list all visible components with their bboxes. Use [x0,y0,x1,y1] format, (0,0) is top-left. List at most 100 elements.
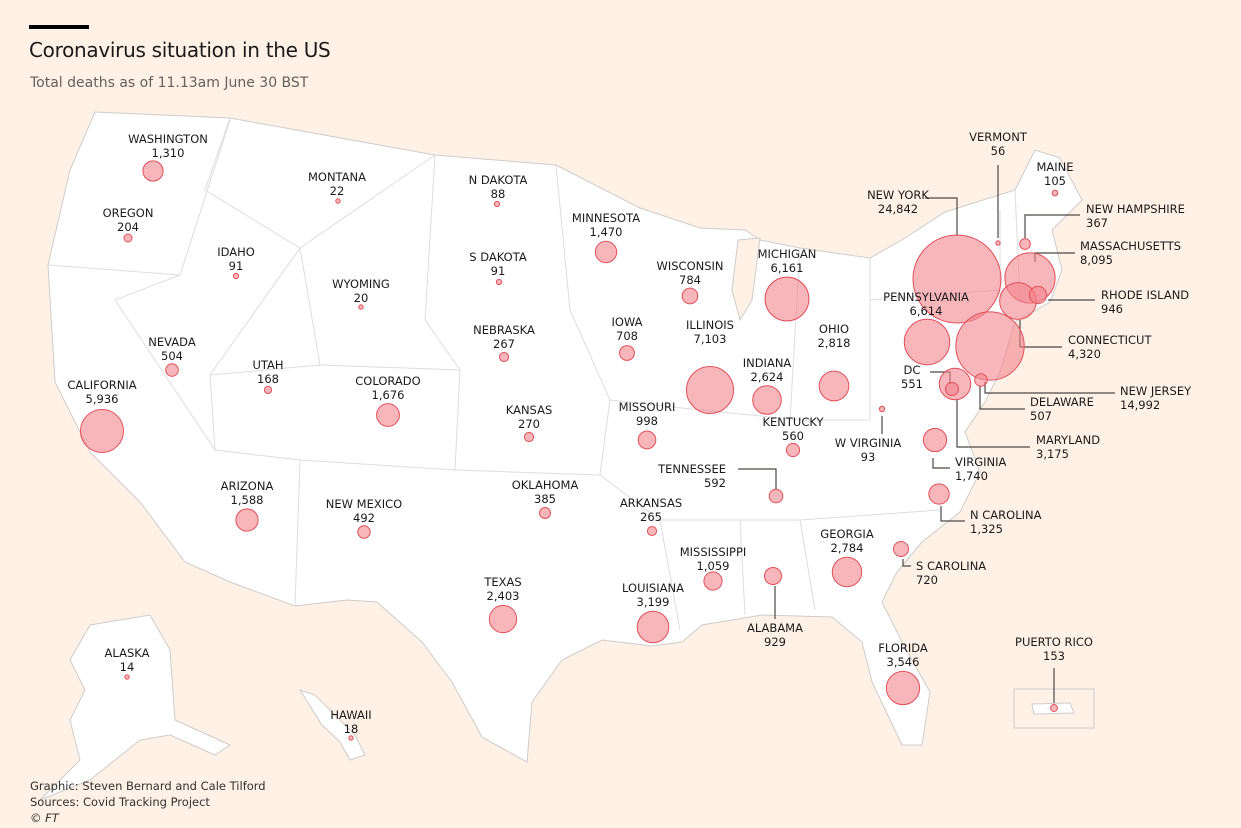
state-name: Wyoming [332,277,390,291]
bubble-sc[interactable] [893,541,909,557]
bubble-ms[interactable] [703,571,723,591]
state-name: S Carolina [916,559,987,573]
bubble-pr[interactable] [1050,704,1058,712]
footer-graphic-credit: Graphic: Steven Bernard and Cale Tilford [30,779,266,793]
bubble-ny[interactable] [912,234,1002,324]
state-label-pa: Pennsylvania 6,614 [883,290,969,318]
bubble-de[interactable] [974,373,988,387]
state-label-ok: Oklahoma 385 [512,478,579,506]
state-label-ct: Connecticut 4,320 [1068,333,1151,361]
bubble-tx[interactable] [488,604,518,634]
bubble-nj[interactable] [955,311,1025,381]
leader-line [925,197,958,236]
state-label-de: Delaware 507 [1030,395,1094,423]
bubble-dc[interactable] [944,381,960,397]
alaska-outline [39,614,232,801]
bubble-ar[interactable] [646,525,658,537]
leader-line [979,386,1025,410]
state-name: Wisconsin [656,259,724,273]
state-label-ak: Alaska 14 [105,646,150,674]
bubble-ak[interactable] [124,674,130,680]
state-deaths: 91 [228,259,244,273]
bubble-co[interactable] [376,403,400,427]
state-label-ca: California 5,936 [67,378,136,406]
state-label-la: Louisiana 3,199 [622,581,684,609]
bubble-or[interactable] [123,233,133,243]
bubble-ri[interactable] [1028,285,1048,305]
bubble-ut[interactable] [263,385,273,395]
state-label-md: Maryland 3,175 [1036,433,1100,461]
bubble-nv[interactable] [165,363,179,377]
bubble-wy[interactable] [358,304,364,310]
bubble-me[interactable] [1051,189,1059,197]
great-lakes-cutout [731,237,761,322]
bubble-nm[interactable] [357,525,371,539]
state-name: Indiana [742,356,792,370]
bubble-ky[interactable] [785,442,801,458]
state-label-mo: Missouri 998 [619,400,676,428]
bubble-fl[interactable] [885,670,921,706]
bubble-sd[interactable] [495,278,503,286]
bubble-mi[interactable] [764,276,810,322]
bubble-oh[interactable] [818,370,850,402]
state-name: New Jersey [1120,384,1192,398]
state-label-co: Colorado 1,676 [355,374,420,402]
bubble-nd[interactable] [493,200,501,208]
state-deaths: 2,784 [830,541,864,555]
footer-sources: Sources: Covid Tracking Project [30,795,210,809]
state-label-nv: Nevada 504 [148,335,195,363]
bubble-ga[interactable] [831,556,863,588]
leader-line [932,458,950,469]
state-deaths: 56 [990,144,1006,158]
state-label-pr: Puerto Rico 153 [1015,635,1093,663]
leader-line [940,506,965,522]
state-label-wy: Wyoming 20 [332,277,390,305]
bubble-va[interactable] [922,427,948,453]
state-name: Delaware [1030,395,1094,409]
bubble-ks[interactable] [523,431,535,443]
state-deaths: 708 [616,329,638,343]
state-name: Arkansas [619,496,683,510]
bubble-ok[interactable] [539,507,551,519]
state-deaths: 784 [679,273,701,287]
bubble-nh[interactable] [1019,238,1031,250]
state-deaths: 367 [1086,216,1108,230]
bubble-al[interactable] [763,566,783,586]
bubble-mn[interactable] [594,240,618,264]
bubble-ct[interactable] [999,282,1037,320]
bubble-hi[interactable] [348,735,354,741]
state-label-nd: N Dakota 88 [469,173,528,201]
bubble-wv[interactable] [878,405,886,413]
state-deaths: 7,103 [693,332,727,346]
bubble-mo[interactable] [637,430,657,450]
bubble-mt[interactable] [335,198,341,204]
bubble-la[interactable] [636,610,670,644]
bubble-il[interactable] [685,365,735,415]
bubble-ca[interactable] [79,408,125,454]
bubble-wa[interactable] [142,160,164,182]
bubble-in[interactable] [752,385,782,415]
bubble-az[interactable] [235,508,259,532]
state-name: Florida [878,641,928,655]
bubble-id[interactable] [232,272,240,280]
state-deaths: 2,818 [817,336,851,350]
state-deaths: 2,624 [750,370,784,384]
bubble-ne[interactable] [498,351,510,363]
state-label-id: Idaho 91 [217,245,255,273]
state-name: Arizona [220,479,274,493]
bubble-nc[interactable] [928,483,950,505]
bubble-pa[interactable] [903,318,951,366]
bubble-tn[interactable] [768,488,784,504]
bubble-vt[interactable] [995,240,1001,246]
state-label-ne: Nebraska 267 [473,323,535,351]
bubble-wi[interactable] [681,287,699,305]
state-label-mi: Michigan 6,161 [758,247,817,275]
state-label-mt: Montana 22 [308,170,366,198]
state-deaths: 267 [493,337,515,351]
hawaii-outline [298,689,366,761]
state-name: Maine [1036,160,1074,174]
bubble-ia[interactable] [619,345,635,361]
state-name: DC [903,363,921,377]
state-label-ky: Kentucky 560 [762,415,823,443]
state-deaths: 507 [1030,409,1052,423]
